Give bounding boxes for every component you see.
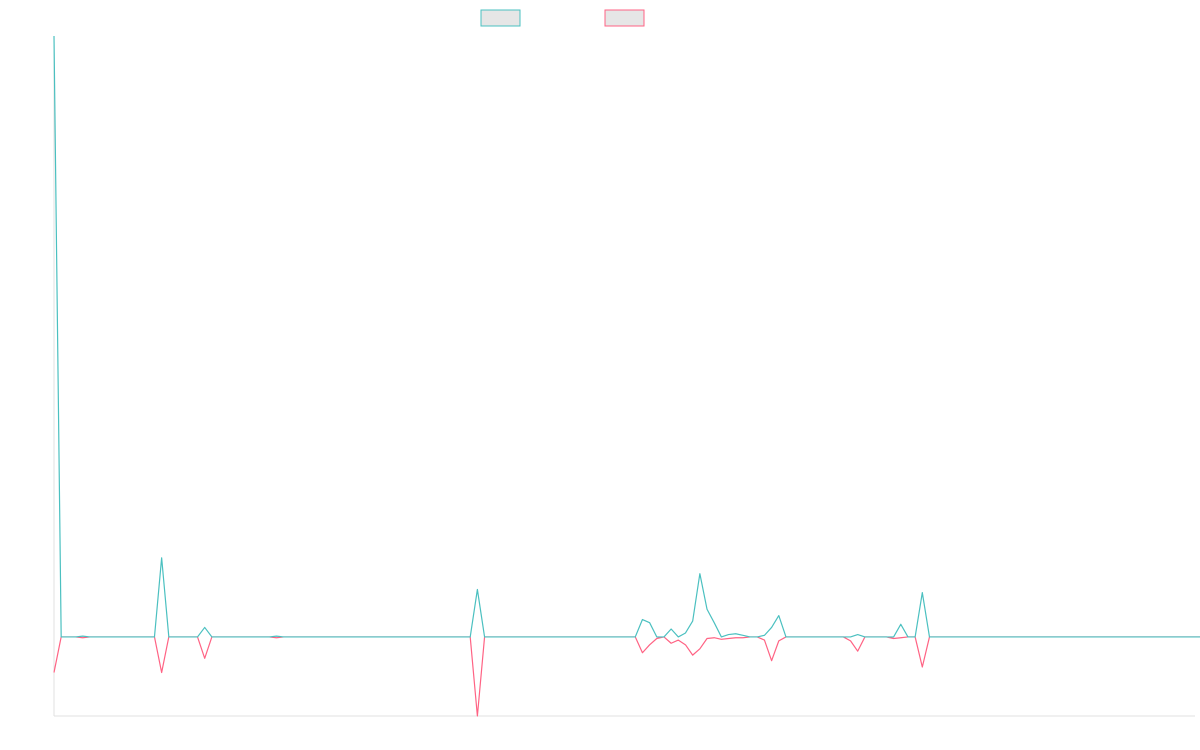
legend-swatch-series-1[interactable] bbox=[480, 9, 521, 27]
plot-area bbox=[53, 35, 1200, 717]
legend[interactable] bbox=[480, 9, 645, 27]
series-line-1 bbox=[53, 35, 1200, 638]
series-line-2 bbox=[53, 636, 1200, 717]
legend-swatch-series-2[interactable] bbox=[604, 9, 645, 27]
